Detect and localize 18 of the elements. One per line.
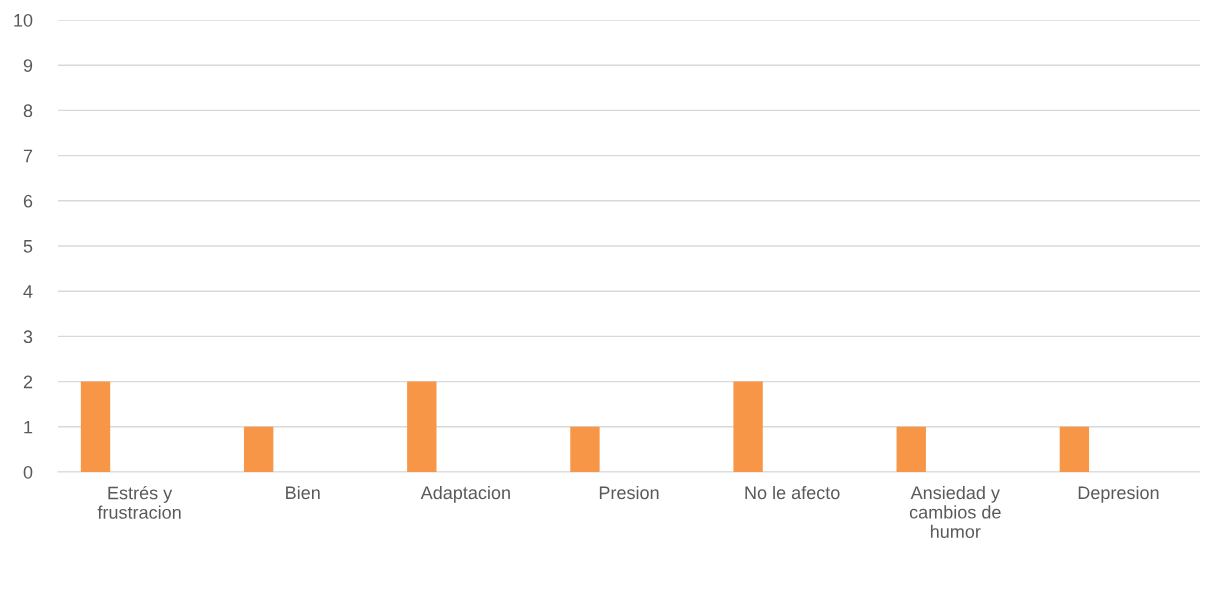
- x-tick-label: Presion: [599, 485, 659, 500]
- y-tick-label: 7: [23, 149, 33, 163]
- y-tick-label: 8: [23, 104, 33, 118]
- x-tick-label: Estrés y frustracion: [97, 485, 181, 519]
- y-tick-label: 4: [23, 285, 33, 298]
- y-tick-label: 6: [23, 194, 33, 208]
- y-tick-label: 2: [23, 375, 33, 389]
- x-tick-label: Depresion: [1078, 485, 1159, 503]
- x-tick-label: No le afecto: [745, 485, 840, 500]
- x-tick-label: Bien: [286, 485, 320, 500]
- y-tick-label: 0: [23, 465, 33, 479]
- x-tick-label: Adaptacion: [420, 485, 510, 503]
- x-tick-label: Ansiedad y cambios de humor: [909, 485, 1001, 539]
- y-tick-label: 9: [23, 59, 33, 72]
- y-tick-label: 5: [23, 240, 33, 253]
- y-tick-label: 3: [23, 330, 33, 344]
- y-tick-label: 10: [14, 13, 33, 27]
- y-tick-label: 1: [24, 420, 33, 434]
